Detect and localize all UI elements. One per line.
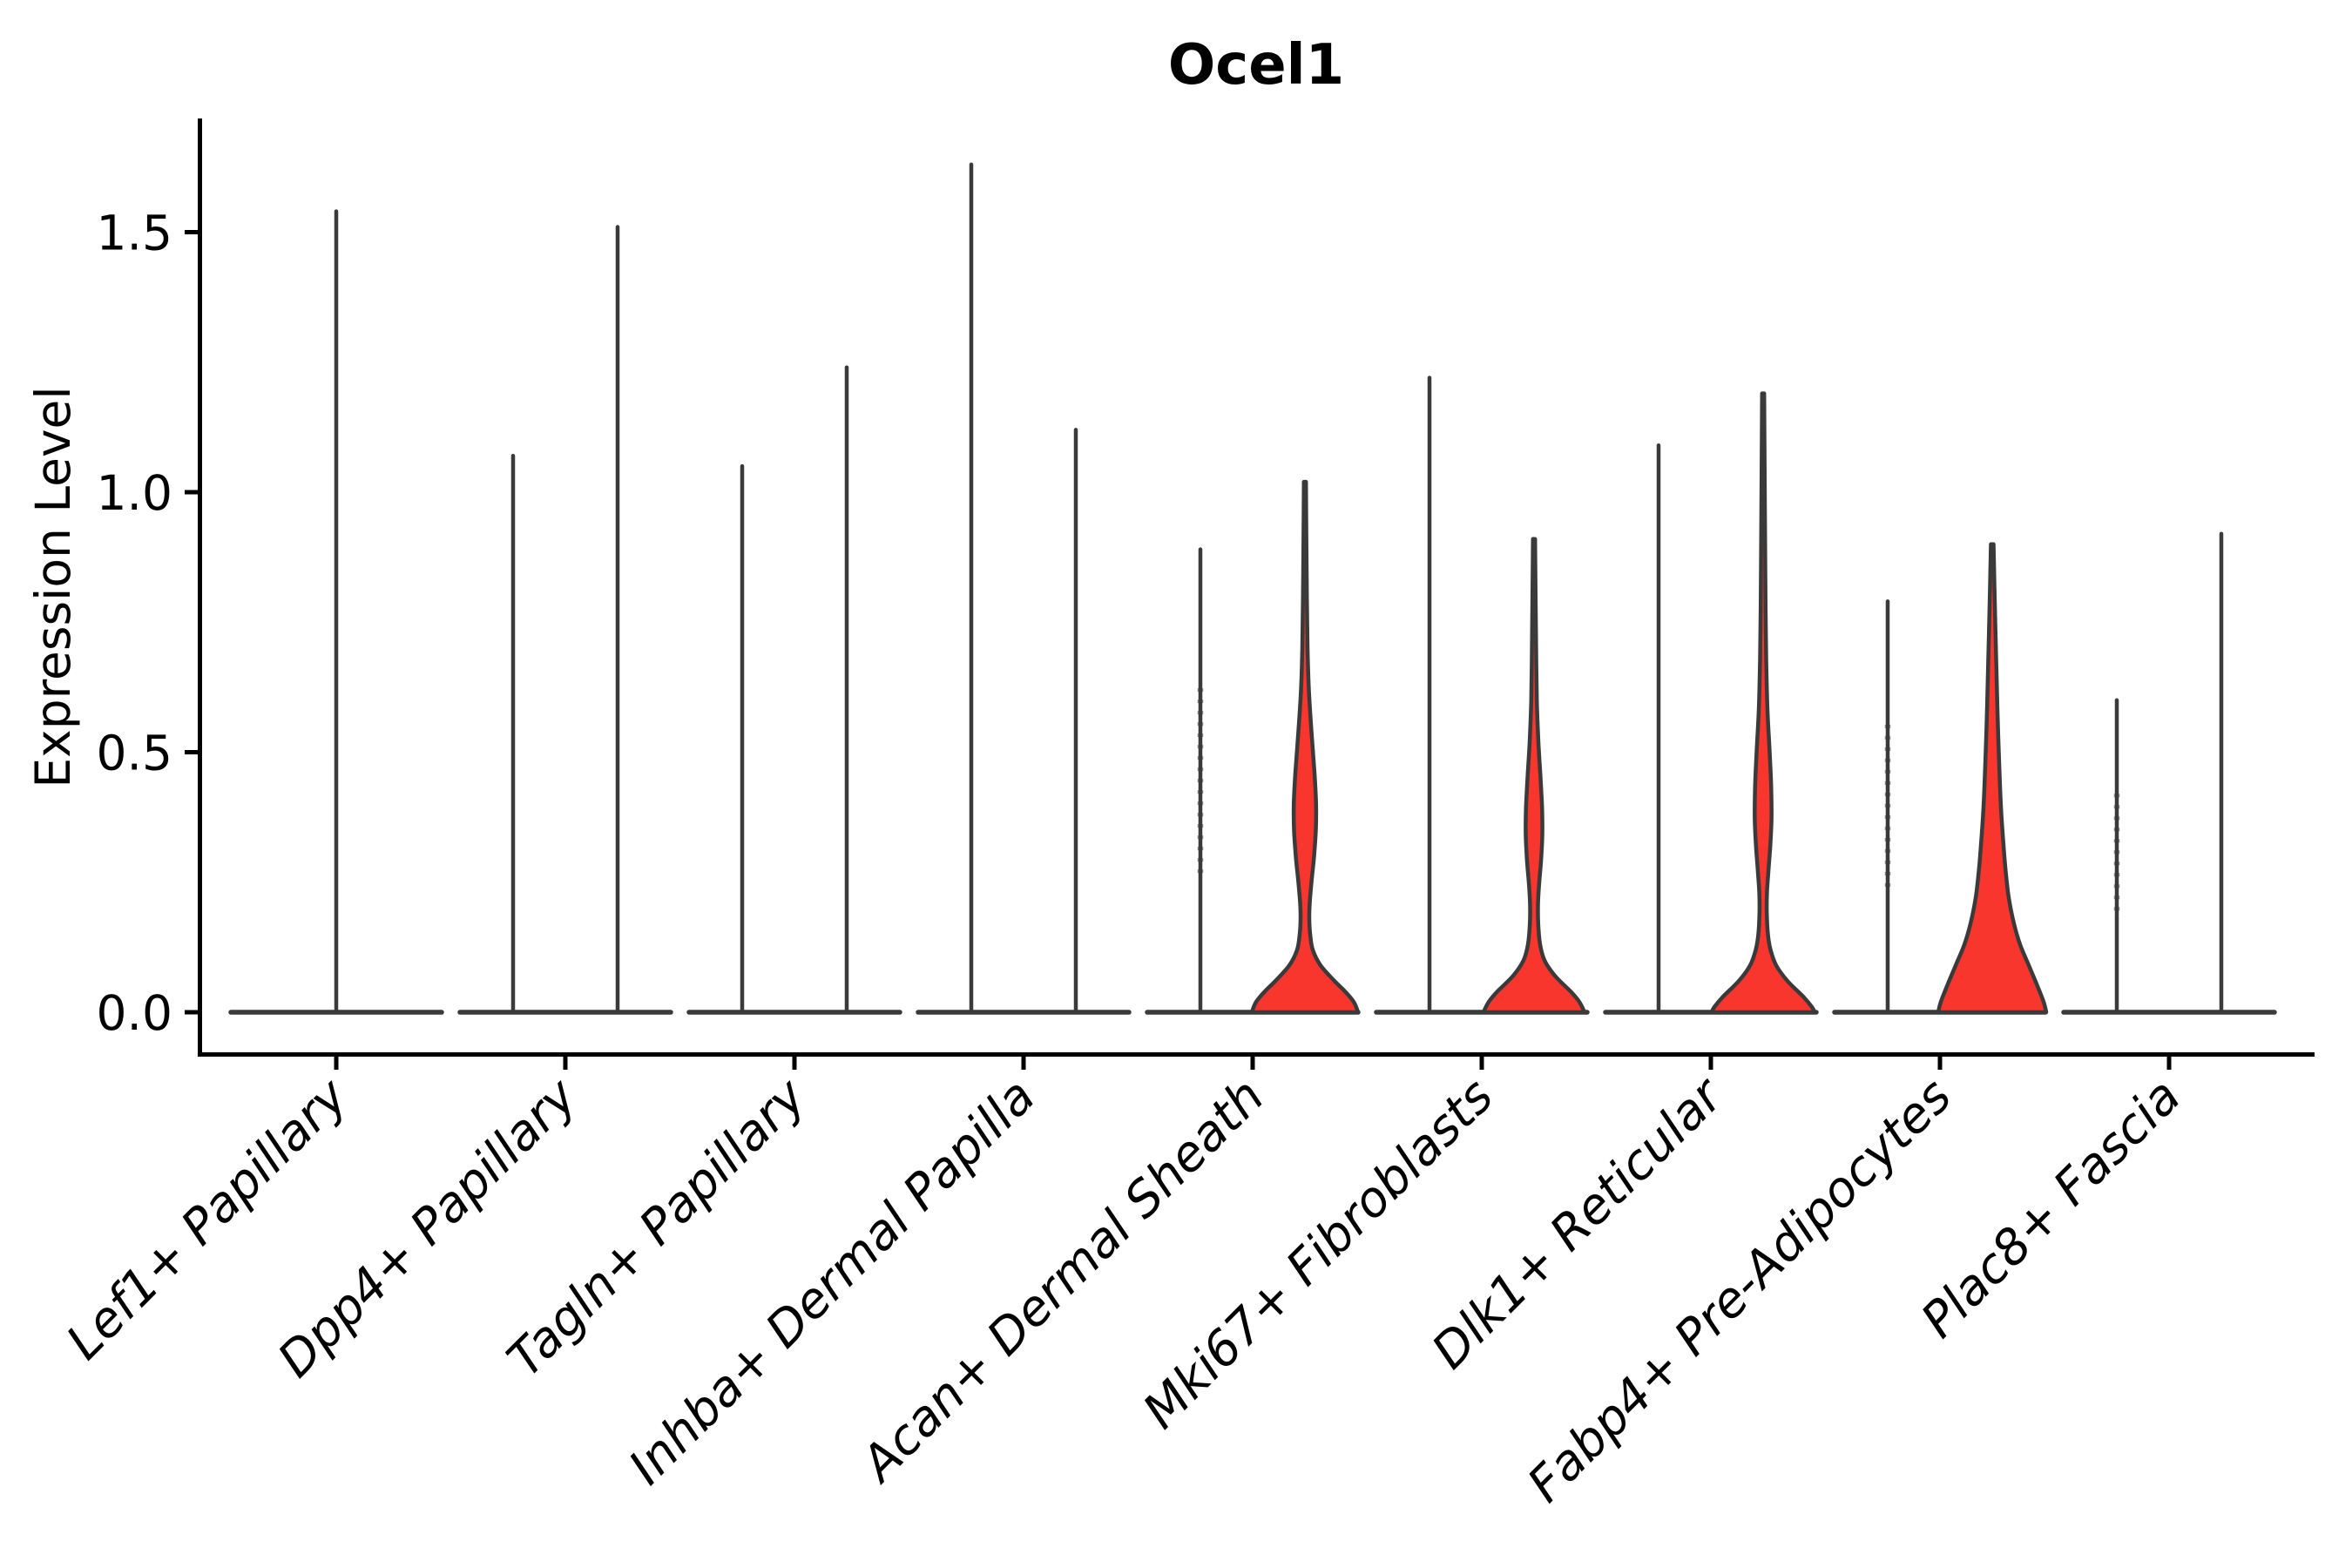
y-axis: 0.0 0.5 1.0 1.5 [97,205,198,1041]
y-tick-label: 1.0 [97,465,172,521]
violin-acan-dermal-sheath-right [1249,479,1361,1015]
violin-mki67-fibroblasts-right [1481,537,1587,1015]
y-tick-label: 0.0 [97,985,172,1041]
x-tick-label-acan-dermal-sheath: Acan+ Dermal Sheath [849,1068,1275,1494]
y-tick-label: 0.5 [97,725,172,781]
x-tick-label-inhba-dermal-papilla: Inhba+ Dermal Papilla [618,1068,1046,1496]
plot-area [228,162,2277,1015]
y-axis-label: Expression Level [25,386,81,787]
violin-fabp4-pre-adipocytes-right [1936,542,2049,1015]
x-tick-label-fabp4-pre-adipocytes: Fabp4+ Pre-Adipocytes [1517,1068,1963,1513]
chart-title: Ocel1 [1168,33,1344,98]
y-tick-label: 1.5 [97,205,172,260]
violin-dlk1-reticular-right [1709,391,1817,1015]
